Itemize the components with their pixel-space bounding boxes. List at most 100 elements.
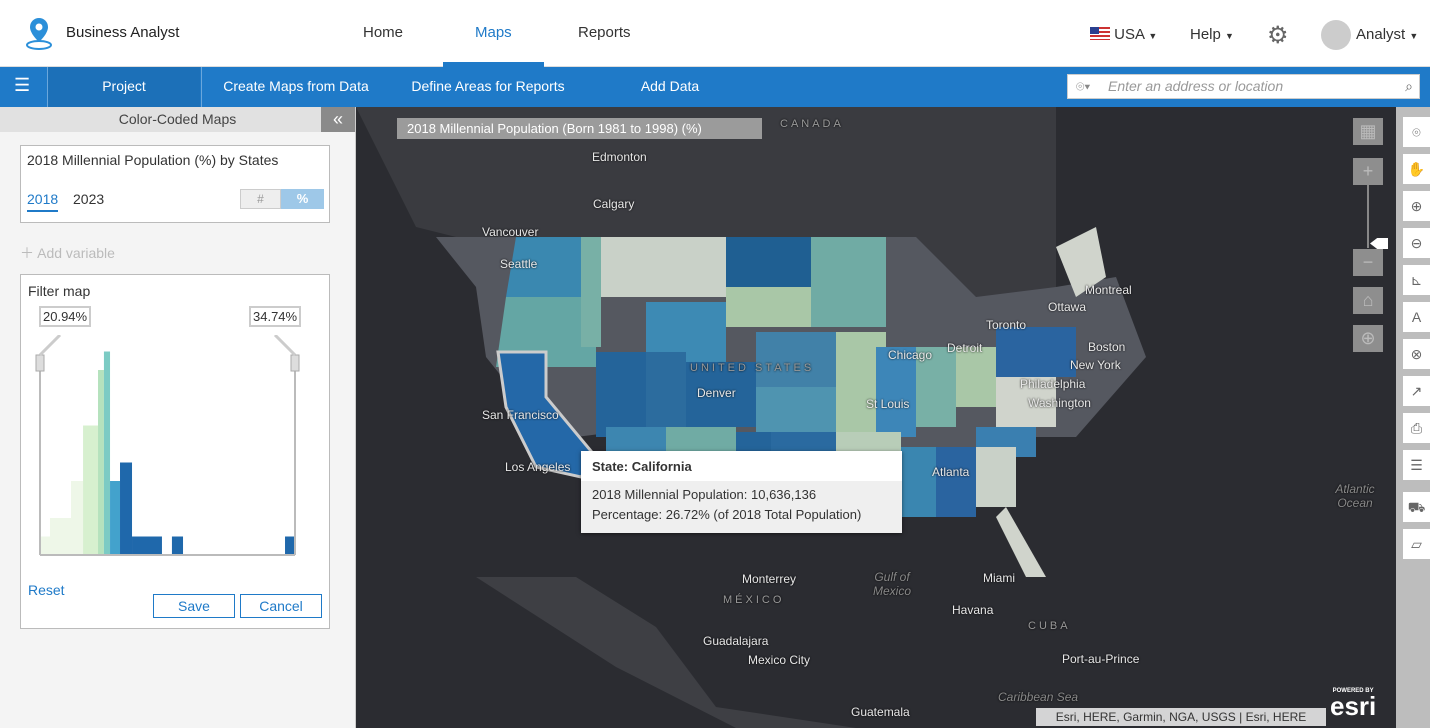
add-variable-button[interactable]: ＋ Add variable xyxy=(20,245,115,261)
nav-home[interactable]: Home xyxy=(363,24,404,41)
legend-list-icon[interactable]: ☰ xyxy=(1403,450,1430,480)
histogram-bar xyxy=(83,425,99,555)
map-label: Caribbean Sea xyxy=(998,690,1079,704)
map-label: San Francisco xyxy=(482,408,559,422)
app-name: Business Analyst xyxy=(66,24,180,41)
map-label: Ottawa xyxy=(1048,300,1087,314)
measure-icon[interactable]: ⊾ xyxy=(1403,265,1430,295)
zoom-slider-handle[interactable] xyxy=(1370,238,1388,249)
filter-title: Filter map xyxy=(28,283,91,299)
map-label: Detroit xyxy=(947,341,983,355)
tooltip-percentage: Percentage: 26.72% (of 2018 Total Popula… xyxy=(592,507,862,522)
map-label: Denver xyxy=(697,386,736,400)
note-icon[interactable]: ▱ xyxy=(1403,529,1430,559)
tooltip-body: 2018 Millennial Population: 10,636,136 P… xyxy=(581,481,902,533)
search-icon[interactable]: ⌕ xyxy=(1405,78,1413,94)
location-search-input[interactable]: ⌾▾ Enter an address or location ⌕ xyxy=(1067,74,1420,99)
color-coded-maps-panel: Color-Coded Maps « 2018 Millennial Popula… xyxy=(0,107,356,728)
share-icon[interactable]: ↗ xyxy=(1403,376,1430,406)
max-value-label[interactable]: 34.74% xyxy=(249,306,302,327)
save-button[interactable]: Save xyxy=(153,594,235,618)
map-label: Guatemala xyxy=(851,705,910,719)
add-variable-label: Add variable xyxy=(37,245,115,261)
esri-logo: POWERED BY esri xyxy=(1330,688,1377,721)
create-maps-button[interactable]: Create Maps from Data xyxy=(223,78,369,94)
right-toolbar: ⌾ ✋ ⊕ ⊖ ⊾ A ⊗ ↗ ⎙ ☰ ⛟ ▱ xyxy=(1396,107,1430,728)
tab-2023[interactable]: 2023 xyxy=(73,191,105,207)
histogram-bar xyxy=(103,351,111,555)
map-label: Guadalajara xyxy=(703,634,769,648)
home-icon[interactable]: ⌂ xyxy=(1353,287,1383,314)
zoom-slider-track[interactable] xyxy=(1367,185,1369,248)
zoom-in-icon[interactable]: ⊕ xyxy=(1403,191,1430,221)
map-label: New York xyxy=(1070,358,1121,372)
add-data-button[interactable]: Add Data xyxy=(640,78,700,94)
pan-hand-icon[interactable]: ✋ xyxy=(1403,154,1430,184)
export-pdf-icon[interactable]: ⎙ xyxy=(1403,413,1430,443)
gear-icon[interactable]: ⚙ xyxy=(1267,22,1289,49)
toolbar: ☰ Project Create Maps from Data Define A… xyxy=(0,67,1430,107)
slider-callout xyxy=(273,335,297,357)
tooltip-population: 2018 Millennial Population: 10,636,136 xyxy=(592,487,817,502)
country-selector[interactable]: USA ▼ xyxy=(1090,26,1157,43)
nav-maps[interactable]: Maps xyxy=(475,24,512,41)
histogram-bar xyxy=(171,536,184,555)
hamburger-menu-icon[interactable]: ☰ xyxy=(14,75,31,95)
map-label: Edmonton xyxy=(592,150,647,164)
histogram-bar xyxy=(40,536,50,555)
map-basemap xyxy=(356,107,1396,728)
avatar xyxy=(1321,20,1351,50)
map-label: Calgary xyxy=(593,197,635,211)
map-label: MÉXICO xyxy=(723,594,785,606)
variable-title: 2018 Millennial Population (%) by States xyxy=(27,152,279,168)
help-label: Help xyxy=(1190,26,1221,43)
histogram-bar xyxy=(120,462,133,555)
location-pin-icon[interactable]: ⌾ xyxy=(1403,117,1430,147)
zoom-in-button[interactable]: + xyxy=(1353,158,1383,185)
map-label: UNITED STATES xyxy=(690,362,815,374)
powered-by-label: POWERED BY xyxy=(1332,688,1374,694)
panel-title: Color-Coded Maps xyxy=(118,111,237,127)
min-value-label[interactable]: 20.94% xyxy=(39,306,92,327)
map-label: Mexico City xyxy=(748,653,811,667)
map-label: Philadelphia xyxy=(1020,377,1086,391)
max-slider-handle[interactable] xyxy=(290,354,300,372)
user-menu[interactable]: Analyst ▼ xyxy=(1321,20,1418,50)
clear-icon[interactable]: ⊗ xyxy=(1403,339,1430,369)
histogram-chart xyxy=(35,335,300,556)
label-icon[interactable]: A xyxy=(1403,302,1430,332)
locate-icon[interactable]: ⊕ xyxy=(1353,325,1383,352)
user-name: Analyst xyxy=(1356,25,1406,43)
nav-reports[interactable]: Reports xyxy=(578,24,631,41)
us-flag-icon xyxy=(1090,27,1110,40)
map-label: Toronto xyxy=(986,318,1027,332)
esri-wordmark: esri xyxy=(1330,691,1377,721)
slider-callout xyxy=(38,335,62,357)
zoom-out-button[interactable]: − xyxy=(1353,249,1383,276)
country-label: USA xyxy=(1114,26,1145,43)
map-label: Vancouver xyxy=(482,225,539,239)
cancel-button[interactable]: Cancel xyxy=(240,594,322,618)
map-label: Miami xyxy=(983,571,1015,585)
count-toggle[interactable]: # xyxy=(240,189,281,209)
help-menu[interactable]: Help ▼ xyxy=(1190,26,1234,43)
min-slider-handle[interactable] xyxy=(35,354,45,372)
define-areas-button[interactable]: Define Areas for Reports xyxy=(411,78,565,94)
map-label: CANADA xyxy=(780,118,844,130)
zoom-out-icon[interactable]: ⊖ xyxy=(1403,228,1430,258)
reset-link[interactable]: Reset xyxy=(28,582,65,598)
map-label: CUBA xyxy=(1028,620,1071,632)
percent-toggle[interactable]: % xyxy=(281,189,324,209)
map-view[interactable]: 2018 Millennial Population (Born 1981 to… xyxy=(356,107,1396,728)
collapse-panel-icon[interactable]: « xyxy=(321,107,355,132)
map-legend-title: 2018 Millennial Population (Born 1981 to… xyxy=(397,118,762,139)
filter-map-card: Filter map 20.94% 34.74% Reset Save Canc… xyxy=(20,274,330,629)
tab-2018[interactable]: 2018 xyxy=(27,191,59,212)
basemap-gallery-icon[interactable]: ▦ xyxy=(1353,118,1383,145)
drive-time-icon[interactable]: ⛟ xyxy=(1403,492,1430,522)
divider xyxy=(201,67,202,107)
map-label: Gulf of Mexico xyxy=(872,570,911,598)
map-label: Atlantic Ocean xyxy=(1335,482,1375,510)
map-label: Port-au-Prince xyxy=(1062,652,1140,666)
project-button[interactable]: Project xyxy=(48,67,200,107)
